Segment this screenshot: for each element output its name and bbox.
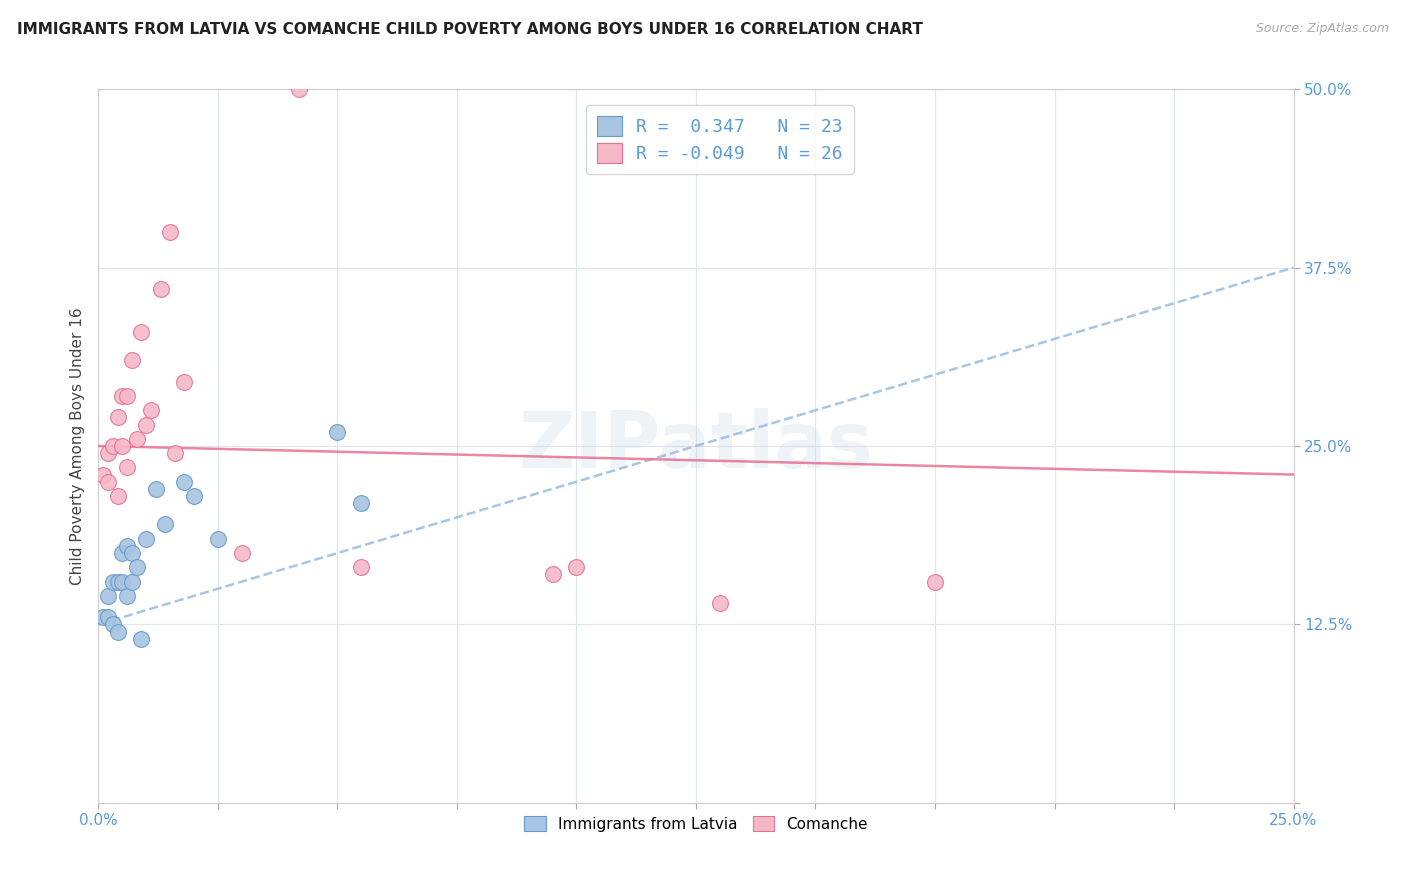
Point bbox=[131, 325, 153, 339]
Point bbox=[155, 517, 177, 532]
Text: ZIPatlas: ZIPatlas bbox=[519, 408, 873, 484]
Point bbox=[125, 432, 148, 446]
Point bbox=[101, 617, 124, 632]
Point bbox=[207, 532, 229, 546]
Point bbox=[97, 475, 120, 489]
Point bbox=[107, 489, 129, 503]
Point bbox=[107, 624, 129, 639]
Point bbox=[149, 282, 172, 296]
Point bbox=[173, 475, 195, 489]
Point bbox=[115, 589, 138, 603]
Point bbox=[111, 574, 134, 589]
Point bbox=[135, 417, 157, 432]
Point bbox=[131, 632, 153, 646]
Point bbox=[139, 403, 162, 417]
Point bbox=[97, 589, 120, 603]
Point bbox=[115, 389, 138, 403]
Text: IMMIGRANTS FROM LATVIA VS COMANCHE CHILD POVERTY AMONG BOYS UNDER 16 CORRELATION: IMMIGRANTS FROM LATVIA VS COMANCHE CHILD… bbox=[17, 22, 922, 37]
Point bbox=[111, 546, 134, 560]
Legend: Immigrants from Latvia, Comanche: Immigrants from Latvia, Comanche bbox=[517, 810, 875, 838]
Point bbox=[91, 610, 114, 624]
Point bbox=[97, 446, 120, 460]
Point bbox=[121, 353, 143, 368]
Point bbox=[121, 546, 143, 560]
Point bbox=[91, 467, 114, 482]
Point bbox=[111, 389, 134, 403]
Point bbox=[115, 539, 138, 553]
Text: Source: ZipAtlas.com: Source: ZipAtlas.com bbox=[1256, 22, 1389, 36]
Point bbox=[115, 460, 138, 475]
Point bbox=[326, 425, 349, 439]
Point bbox=[111, 439, 134, 453]
Point bbox=[159, 225, 181, 239]
Point bbox=[288, 82, 311, 96]
Point bbox=[350, 496, 373, 510]
Point bbox=[97, 610, 120, 624]
Point bbox=[101, 574, 124, 589]
Point bbox=[183, 489, 205, 503]
Point bbox=[125, 560, 148, 574]
Point bbox=[709, 596, 731, 610]
Point bbox=[163, 446, 186, 460]
Point bbox=[107, 410, 129, 425]
Point bbox=[924, 574, 946, 589]
Point bbox=[565, 560, 588, 574]
Point bbox=[135, 532, 157, 546]
Point bbox=[101, 439, 124, 453]
Point bbox=[173, 375, 195, 389]
Point bbox=[107, 574, 129, 589]
Point bbox=[145, 482, 167, 496]
Point bbox=[231, 546, 253, 560]
Point bbox=[541, 567, 564, 582]
Point bbox=[121, 574, 143, 589]
Point bbox=[350, 560, 373, 574]
Y-axis label: Child Poverty Among Boys Under 16: Child Poverty Among Boys Under 16 bbox=[69, 307, 84, 585]
